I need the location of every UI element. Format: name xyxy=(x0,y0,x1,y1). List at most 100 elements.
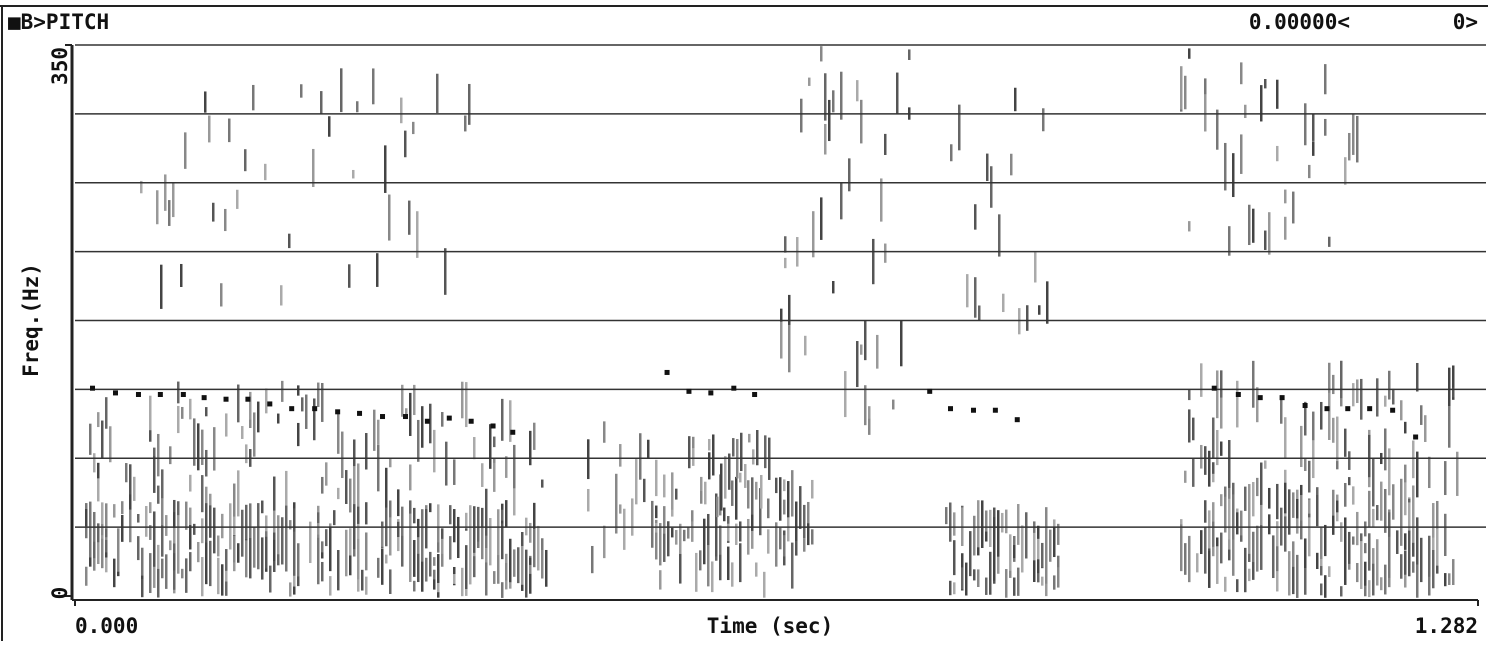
spectrogram-texture xyxy=(788,294,791,341)
spectrogram-texture xyxy=(1216,370,1219,419)
spectrogram-texture xyxy=(708,452,711,480)
spectrogram-texture xyxy=(89,535,92,558)
spectrogram-texture xyxy=(337,413,340,454)
spectrogram-texture xyxy=(973,515,976,556)
spectrogram-texture xyxy=(1292,191,1295,224)
spectrogram-texture xyxy=(173,553,176,571)
pitch-point xyxy=(90,385,96,391)
spectrogram-texture xyxy=(1320,401,1323,430)
spectrogram-texture xyxy=(791,545,794,589)
spectrogram-texture xyxy=(89,501,92,539)
spectrogram-texture xyxy=(587,439,590,480)
spectrogram-texture xyxy=(795,501,798,541)
spectrogram-texture xyxy=(1276,521,1279,556)
spectrogram-texture xyxy=(237,470,240,517)
spectrogram-texture xyxy=(244,149,247,172)
spectrogram-texture xyxy=(297,543,300,577)
spectrogram-texture xyxy=(357,515,360,560)
spectrogram-texture xyxy=(501,509,504,521)
spectrogram-texture xyxy=(1284,417,1287,458)
spectrogram-texture xyxy=(1220,397,1223,429)
spectrogram-texture xyxy=(804,335,807,356)
spectrogram-texture xyxy=(264,163,267,181)
spectrogram-texture xyxy=(1188,221,1191,232)
spectrogram-texture xyxy=(1304,103,1307,146)
spectrogram-texture xyxy=(157,544,160,563)
spectrogram-texture xyxy=(864,320,867,361)
spectrogram-texture xyxy=(683,529,686,542)
spectrogram-texture xyxy=(105,503,108,546)
spectrogram-texture xyxy=(457,516,460,559)
spectrogram-texture xyxy=(425,557,428,582)
spectrogram-texture xyxy=(1436,500,1439,536)
spectrogram-texture xyxy=(1264,79,1267,89)
spectrogram-texture xyxy=(493,436,496,448)
spectrogram-texture xyxy=(655,459,658,497)
spectrogram-texture xyxy=(465,382,468,428)
spectrogram-texture xyxy=(1272,535,1275,579)
spectrogram-texture xyxy=(1452,559,1455,586)
spectrogram-texture xyxy=(969,531,972,577)
spectrogram-texture xyxy=(1412,534,1415,557)
spectrogram-texture xyxy=(1396,530,1399,554)
spectrogram-texture xyxy=(185,501,188,526)
spectrogram-texture xyxy=(1208,510,1211,549)
spectrogram-texture xyxy=(193,418,196,466)
spectrogram-texture xyxy=(744,464,747,488)
spectrogram-texture xyxy=(433,569,436,580)
spectrogram-texture xyxy=(908,49,911,60)
spectrogram-texture xyxy=(807,501,810,524)
spectrogram-texture xyxy=(93,539,96,559)
spectrogram-texture xyxy=(807,506,810,546)
spectrogram-texture xyxy=(1216,430,1219,466)
y-tick-label: 0 xyxy=(48,587,72,600)
spectrogram-texture xyxy=(1276,546,1279,577)
spectrogram-texture xyxy=(377,557,380,578)
spectrogram-texture xyxy=(105,528,108,538)
spectrogram-texture xyxy=(169,446,172,465)
spectrogram-texture xyxy=(950,144,953,162)
spectrogram-texture xyxy=(780,321,783,359)
spectrogram-texture xyxy=(615,491,618,534)
spectrogram-texture xyxy=(603,525,606,559)
spectrogram-texture xyxy=(273,513,276,545)
spectrogram-texture xyxy=(1352,486,1355,505)
spectrogram-texture xyxy=(788,324,791,373)
spectrogram-texture xyxy=(1400,554,1403,579)
spectrogram-texture xyxy=(828,99,831,142)
spectrogram-texture xyxy=(193,523,196,535)
spectrogram-texture xyxy=(361,569,364,591)
spectrogram-texture xyxy=(513,476,516,516)
spectrogram-texture xyxy=(1356,563,1359,583)
spectrogram-texture xyxy=(1404,533,1407,550)
spectrogram-texture xyxy=(1216,546,1219,584)
spectrogram-texture xyxy=(213,507,216,554)
spectrogram-texture xyxy=(501,503,504,541)
spectrogram-texture xyxy=(213,427,216,471)
spectrogram-texture xyxy=(1332,489,1335,516)
spectrogram-texture xyxy=(953,540,956,576)
spectrogram-texture xyxy=(477,506,480,542)
spectrogram-texture xyxy=(783,479,786,492)
pitch-point xyxy=(468,418,474,424)
spectrogram-texture xyxy=(1228,530,1231,550)
spectrogram-texture xyxy=(1200,444,1203,469)
spectrogram-texture xyxy=(149,395,152,432)
spectrogram-texture xyxy=(1368,490,1371,527)
spectrogram-texture xyxy=(974,277,977,318)
spectrogram-texture xyxy=(1408,502,1411,531)
spectrogram-texture xyxy=(245,504,248,544)
spectrogram-texture xyxy=(397,489,400,517)
spectrogram-texture xyxy=(501,398,504,441)
spectrogram-texture xyxy=(473,506,476,553)
spectrogram-texture xyxy=(389,569,392,594)
spectrogram-texture xyxy=(767,498,770,519)
spectrogram-texture xyxy=(707,513,710,546)
spectrogram-texture xyxy=(381,526,384,547)
spectrogram-texture xyxy=(1304,457,1307,472)
spectrogram-texture xyxy=(731,566,734,585)
spectrogram-texture xyxy=(1312,141,1315,156)
spectrogram-texture xyxy=(619,444,622,467)
spectrogram-texture xyxy=(1236,579,1239,593)
spectrogram-texture xyxy=(1308,164,1311,179)
